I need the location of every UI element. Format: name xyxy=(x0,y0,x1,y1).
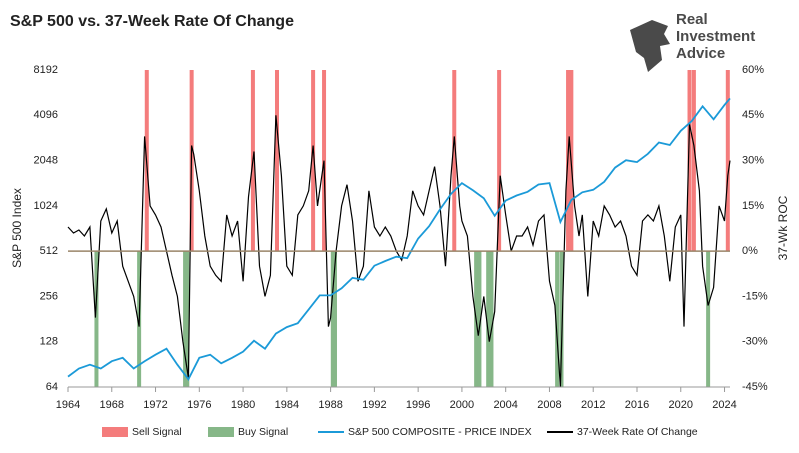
signal-band xyxy=(687,70,692,252)
signal-band xyxy=(452,70,457,252)
x-tick-label: 2024 xyxy=(712,399,736,411)
signal-band xyxy=(311,70,316,252)
y2-tick-label: -15% xyxy=(742,290,768,302)
signal-band xyxy=(555,251,560,387)
signal-band xyxy=(559,251,564,387)
x-tick-label: 1992 xyxy=(362,399,386,411)
x-tick-label: 1980 xyxy=(231,399,255,411)
x-tick-label: 1996 xyxy=(406,399,430,411)
y2-axis-title: 37-Wk ROC xyxy=(776,195,790,260)
signal-band xyxy=(691,70,696,252)
signal-band xyxy=(706,251,711,387)
x-tick-label: 2008 xyxy=(537,399,561,411)
x-tick-label: 2000 xyxy=(450,399,474,411)
signal-band xyxy=(94,251,99,387)
y2-tick-label: 15% xyxy=(742,200,764,212)
y-tick-label: 64 xyxy=(46,381,58,393)
x-tick-label: 1984 xyxy=(275,399,299,411)
signal-band xyxy=(330,251,335,387)
signal-band xyxy=(486,251,491,387)
legend-label: Buy Signal xyxy=(238,426,288,438)
x-tick-label: 1976 xyxy=(187,399,211,411)
signal-band xyxy=(725,70,730,252)
signal-band xyxy=(497,70,502,252)
x-tick-label: 1968 xyxy=(100,399,124,411)
y2-tick-label: -30% xyxy=(742,336,768,348)
y-tick-label: 1024 xyxy=(34,200,58,212)
x-tick-label: 2012 xyxy=(581,399,605,411)
signal-band xyxy=(274,70,279,252)
signal-band xyxy=(183,251,188,387)
y2-tick-label: 0% xyxy=(742,245,758,257)
y2-tick-label: -45% xyxy=(742,381,768,393)
y2-tick-label: 30% xyxy=(742,154,764,166)
y2-tick-label: 60% xyxy=(742,64,764,76)
signal-bands xyxy=(94,70,730,387)
series-line xyxy=(67,97,731,381)
logo: Real Investment Advice xyxy=(630,11,755,72)
logo-icon xyxy=(630,20,670,72)
x-tick-label: 2016 xyxy=(625,399,649,411)
y-tick-label: 4096 xyxy=(34,109,58,121)
legend-label: 37-Week Rate Of Change xyxy=(577,426,698,438)
y-tick-label: 8192 xyxy=(34,64,58,76)
y-tick-label: 512 xyxy=(40,245,58,257)
legend-label: S&P 500 COMPOSITE - PRICE INDEX xyxy=(348,426,532,438)
legend-swatch xyxy=(102,427,128,437)
y-tick-label: 256 xyxy=(40,290,58,302)
y-tick-label: 2048 xyxy=(34,154,58,166)
x-tick-label: 2004 xyxy=(493,399,517,411)
signal-band xyxy=(489,251,494,387)
brand-text: Investment xyxy=(676,28,755,45)
x-tick-label: 1972 xyxy=(143,399,167,411)
brand-text: Advice xyxy=(676,45,725,62)
signal-band xyxy=(477,251,482,387)
series-line xyxy=(67,115,731,388)
x-tick-label: 1988 xyxy=(318,399,342,411)
legend-label: Sell Signal xyxy=(132,426,182,438)
brand-text: Real xyxy=(676,11,708,28)
chart-title: S&P 500 vs. 37-Week Rate Of Change xyxy=(10,13,294,30)
lines xyxy=(67,97,731,388)
x-tick-label: 2020 xyxy=(669,399,693,411)
signal-band xyxy=(332,251,337,387)
y-tick-label: 128 xyxy=(40,336,58,348)
y2-tick-label: 45% xyxy=(742,109,764,121)
x-tick-label: 1964 xyxy=(56,399,80,411)
y-axis-title: S&P 500 Index xyxy=(10,188,24,268)
legend-swatch xyxy=(208,427,234,437)
signal-band xyxy=(185,251,190,387)
